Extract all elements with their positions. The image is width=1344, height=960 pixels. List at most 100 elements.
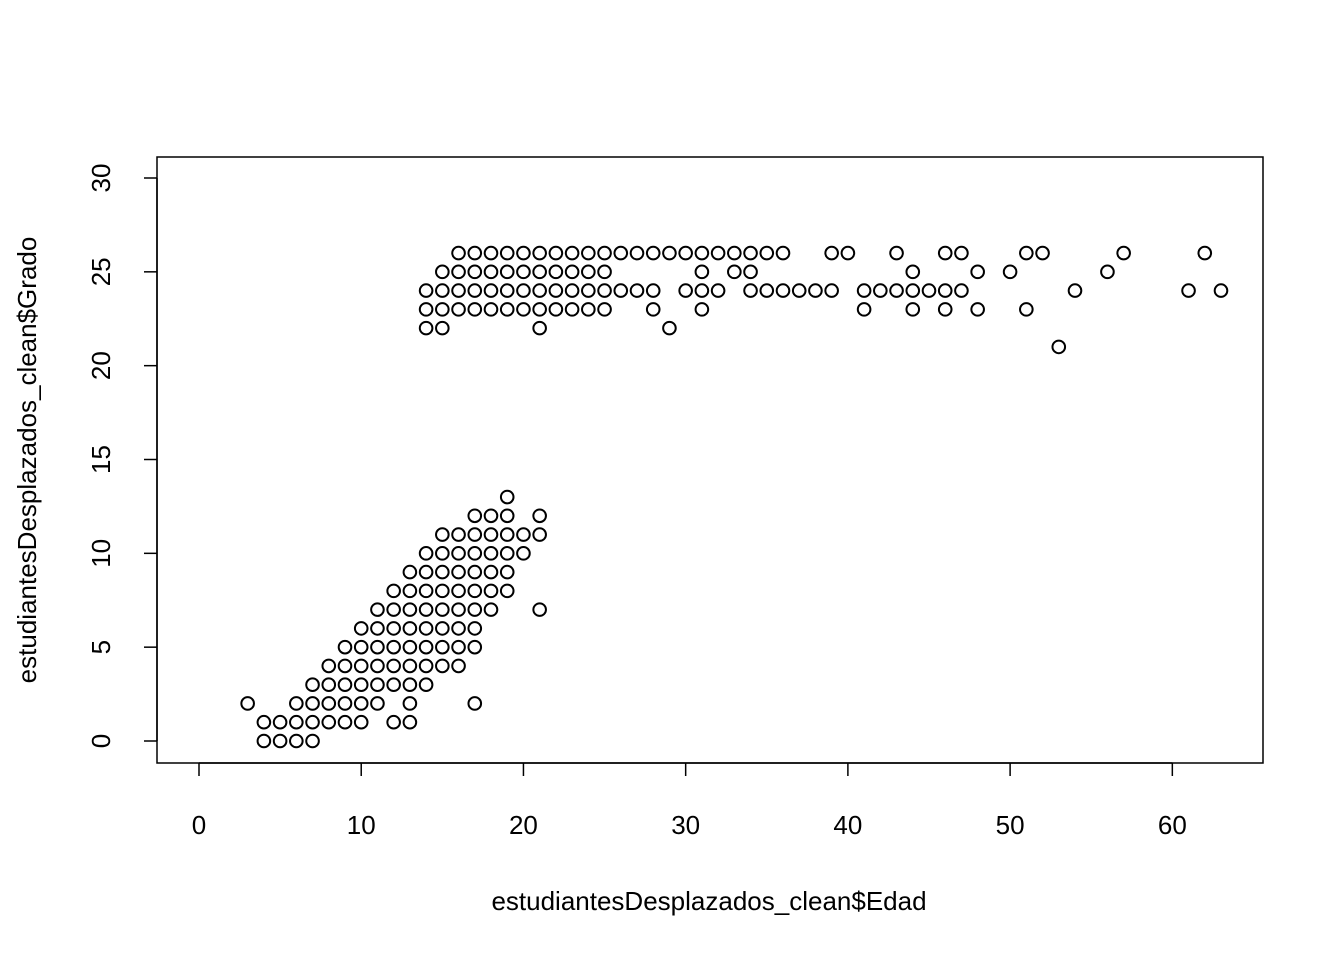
- data-point: [808, 283, 823, 298]
- data-point: [548, 283, 564, 298]
- data-point: [451, 658, 466, 674]
- data-point: [1002, 264, 1018, 280]
- data-point: [272, 733, 288, 749]
- data-point: [889, 245, 904, 261]
- data-point: [1181, 283, 1196, 298]
- data-point: [548, 245, 564, 261]
- data-point: [1116, 245, 1131, 261]
- data-point: [873, 283, 888, 298]
- data-point: [467, 639, 483, 655]
- data-point: [435, 621, 450, 636]
- data-point: [499, 302, 515, 317]
- data-point: [1051, 339, 1067, 355]
- data-point: [759, 245, 775, 261]
- data-point: [418, 564, 434, 580]
- data-point: [418, 621, 434, 636]
- data-point: [353, 696, 369, 711]
- data-point: [321, 696, 337, 711]
- data-point: [467, 696, 483, 711]
- data-points: [240, 245, 1229, 749]
- data-point: [483, 264, 499, 280]
- data-point: [727, 264, 742, 280]
- data-point: [418, 639, 434, 655]
- y-axis-title: estudiantesDesplazados_clean$Grado: [12, 237, 42, 684]
- data-point: [937, 302, 953, 317]
- data-point: [532, 245, 547, 261]
- data-point: [321, 677, 337, 693]
- data-point: [662, 320, 677, 336]
- data-point: [467, 527, 483, 542]
- y-tick-label: 0: [86, 734, 116, 748]
- data-point: [743, 245, 758, 261]
- data-point: [435, 583, 450, 599]
- data-point: [386, 583, 401, 599]
- data-point: [337, 714, 353, 730]
- data-point: [645, 302, 661, 317]
- data-point: [240, 696, 255, 711]
- data-point: [451, 283, 466, 298]
- data-point: [483, 583, 499, 599]
- data-point: [1213, 283, 1229, 298]
- data-point: [678, 283, 693, 298]
- data-point: [564, 302, 580, 317]
- data-point: [629, 283, 645, 298]
- data-point: [451, 527, 466, 542]
- data-point: [516, 527, 531, 542]
- data-point: [597, 283, 612, 298]
- data-point: [483, 564, 499, 580]
- data-point: [483, 527, 499, 542]
- data-point: [289, 714, 304, 730]
- data-point: [256, 733, 272, 749]
- data-point: [370, 621, 385, 636]
- data-point: [370, 696, 385, 711]
- data-point: [451, 264, 466, 280]
- data-point: [305, 677, 320, 693]
- data-point: [548, 264, 564, 280]
- data-point: [564, 264, 580, 280]
- data-point: [499, 283, 515, 298]
- x-tick-label: 20: [509, 810, 538, 840]
- data-point: [435, 602, 450, 617]
- data-point: [386, 639, 401, 655]
- data-point: [775, 283, 791, 298]
- data-point: [483, 302, 499, 317]
- data-point: [402, 602, 418, 617]
- data-point: [1019, 302, 1034, 317]
- data-point: [937, 283, 953, 298]
- data-point: [402, 677, 418, 693]
- data-point: [337, 677, 353, 693]
- data-point: [564, 283, 580, 298]
- data-point: [710, 283, 726, 298]
- data-point: [710, 245, 726, 261]
- x-tick-label: 40: [833, 810, 862, 840]
- data-point: [435, 320, 450, 336]
- data-point: [532, 527, 547, 542]
- data-point: [467, 302, 483, 317]
- data-point: [743, 264, 758, 280]
- data-point: [694, 264, 710, 280]
- data-point: [970, 264, 985, 280]
- data-point: [905, 283, 921, 298]
- data-point: [418, 283, 434, 298]
- data-point: [467, 621, 483, 636]
- data-point: [451, 245, 466, 261]
- x-tick-label: 50: [996, 810, 1025, 840]
- data-point: [353, 639, 369, 655]
- data-point: [370, 677, 385, 693]
- data-point: [402, 696, 418, 711]
- data-point: [467, 602, 483, 617]
- y-tick-label: 15: [86, 445, 116, 474]
- data-point: [678, 245, 693, 261]
- data-point: [791, 283, 807, 298]
- data-point: [581, 283, 596, 298]
- y-axis: 0 5 10 15 20 25 30: [86, 164, 158, 748]
- data-point: [532, 508, 547, 524]
- data-point: [1035, 245, 1050, 261]
- plot-frame: [156, 156, 1264, 764]
- data-point: [402, 714, 418, 730]
- data-point: [743, 283, 758, 298]
- data-point: [435, 283, 450, 298]
- data-point: [597, 245, 612, 261]
- data-point: [289, 733, 304, 749]
- data-point: [256, 714, 272, 730]
